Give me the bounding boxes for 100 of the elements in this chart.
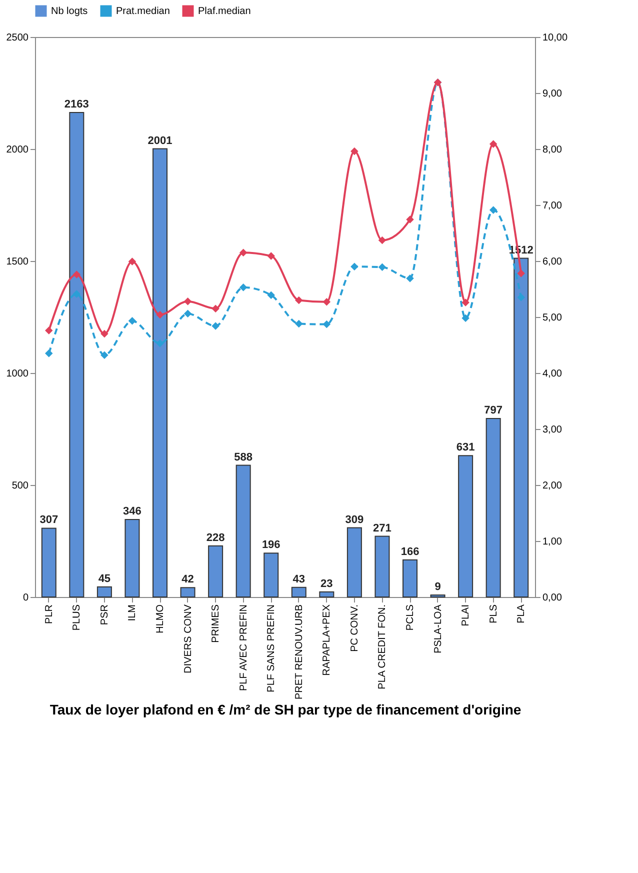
bar <box>486 418 501 598</box>
point <box>517 294 525 302</box>
bar <box>430 594 446 598</box>
x-axis-title: Taux de loyer plafond en € /m² de SH par type de financement d'origine <box>50 702 522 718</box>
data-label: 271 <box>373 522 392 534</box>
bar <box>346 527 362 598</box>
point <box>406 216 414 224</box>
x-tick-label: HLMO <box>155 604 166 634</box>
point <box>322 320 331 328</box>
x-tick-label: PSR <box>99 604 110 626</box>
y2-tick-label: 1,00 <box>542 536 562 548</box>
point <box>406 274 414 282</box>
point <box>100 351 108 359</box>
point <box>100 330 108 338</box>
y2-tick-label: 8,00 <box>542 144 562 156</box>
y-tick-label: 0 <box>22 592 29 604</box>
point <box>239 248 248 256</box>
y-tick-label: 1000 <box>6 368 29 380</box>
point <box>128 317 136 325</box>
x-tick-label: PC CONV. <box>349 604 360 652</box>
y-tick-label: 2000 <box>6 144 29 156</box>
bar <box>69 112 84 598</box>
point <box>489 140 498 148</box>
point <box>239 283 248 292</box>
x-tick-label: PLA CREDIT FON. <box>377 604 388 690</box>
y2-tick-label: 3,00 <box>542 424 562 436</box>
bar <box>458 455 474 598</box>
y-tick-label: 1500 <box>6 256 29 268</box>
bar <box>96 586 112 598</box>
x-tick-label: PCLS <box>405 604 416 631</box>
data-label: 2163 <box>64 98 89 110</box>
point <box>72 290 81 298</box>
y2-tick-label: 6,00 <box>542 256 562 268</box>
point <box>462 314 470 322</box>
legend-label: Nb logts <box>51 6 88 17</box>
x-tick-label: PLA <box>516 604 528 624</box>
point <box>295 296 303 304</box>
x-tick-label: ILM <box>127 604 138 622</box>
data-label: 42 <box>182 574 194 586</box>
point <box>462 298 470 306</box>
y2-tick-label: 5,00 <box>542 312 562 324</box>
point <box>212 304 220 312</box>
point <box>45 326 53 334</box>
x-tick-label: PLF AVEC PREFIN <box>238 604 250 692</box>
data-label: 631 <box>456 442 475 454</box>
point <box>184 310 192 318</box>
point <box>156 339 164 348</box>
x-tick-label: PRET RENOUV.URB <box>294 604 305 700</box>
point <box>350 147 358 156</box>
y2-tick-label: 0,00 <box>542 592 562 604</box>
bar <box>236 464 251 598</box>
y2-tick-label: 9,00 <box>542 88 562 100</box>
data-label: 43 <box>292 573 306 586</box>
data-label: 588 <box>234 451 253 464</box>
legend-label: Plaf.median <box>198 6 251 17</box>
point <box>378 236 386 244</box>
point <box>350 262 358 270</box>
bar <box>180 587 196 598</box>
x-tick-label: RAPAPLA+PEX <box>322 604 333 676</box>
data-label: 9 <box>434 580 441 593</box>
data-label: 2001 <box>148 134 172 147</box>
bar <box>208 545 224 598</box>
bar <box>374 536 390 598</box>
data-label: 346 <box>123 505 142 518</box>
bar <box>264 552 279 598</box>
legend-label: Prat.median <box>116 6 170 17</box>
point <box>322 298 331 306</box>
point <box>128 258 136 266</box>
point <box>72 270 81 278</box>
x-tick-label: PLF SANS PREFIN <box>266 604 278 692</box>
point <box>184 297 192 306</box>
y-tick-label: 2500 <box>6 32 29 44</box>
point <box>212 322 220 330</box>
y2-tick-label: 10,00 <box>542 32 568 44</box>
bar <box>152 148 168 598</box>
data-label: 309 <box>345 514 364 526</box>
x-tick-label: PSLA-LOA <box>432 604 444 654</box>
data-label: 307 <box>40 514 58 526</box>
data-label: 228 <box>206 532 225 544</box>
x-tick-label: PLR <box>44 604 55 624</box>
y2-tick-label: 2,00 <box>542 480 562 492</box>
data-label: 45 <box>98 572 111 585</box>
y2-tick-label: 7,00 <box>542 200 562 212</box>
point <box>489 206 498 214</box>
bar <box>319 591 334 598</box>
point <box>267 291 275 300</box>
y2-tick-label: 4,00 <box>542 368 562 380</box>
x-tick-label: PLS <box>488 604 500 624</box>
data-label: 23 <box>320 578 333 590</box>
x-tick-label: PLUS <box>72 604 83 631</box>
bar <box>514 258 529 598</box>
point <box>378 263 386 272</box>
y-tick-label: 500 <box>12 480 29 492</box>
point <box>295 320 303 328</box>
data-label: 166 <box>400 546 420 558</box>
point <box>45 350 53 358</box>
bar <box>124 518 140 598</box>
point <box>267 252 275 260</box>
data-label: 196 <box>262 539 280 552</box>
x-tick-label: PRIMES <box>210 604 222 643</box>
